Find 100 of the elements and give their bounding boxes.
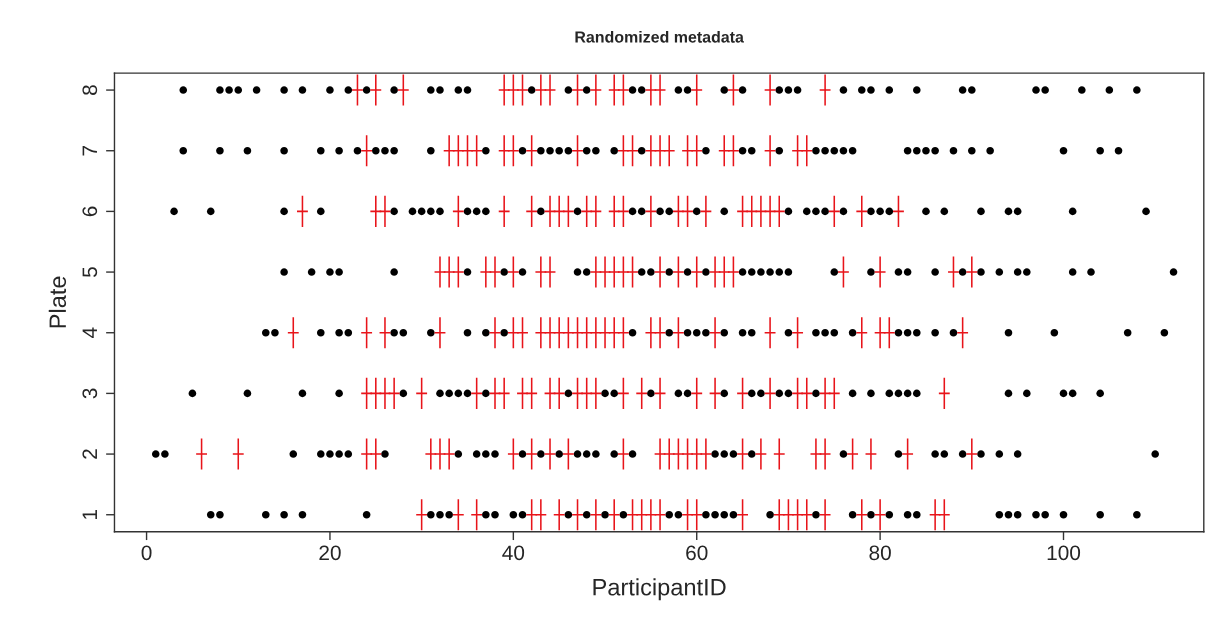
point	[427, 207, 435, 216]
point	[656, 207, 664, 216]
point	[1142, 207, 1150, 216]
point	[912, 86, 921, 94]
point	[1068, 207, 1077, 216]
point	[1013, 268, 1022, 276]
point	[1151, 450, 1159, 458]
point	[1050, 328, 1059, 337]
point	[1059, 389, 1068, 398]
point	[821, 146, 829, 155]
point	[784, 328, 793, 337]
point	[867, 268, 875, 276]
point	[482, 389, 490, 398]
point	[995, 268, 1004, 276]
point	[179, 86, 188, 94]
point	[1160, 328, 1169, 337]
point	[491, 510, 499, 519]
point	[830, 328, 839, 337]
point	[298, 510, 307, 519]
point	[216, 510, 224, 519]
point	[839, 146, 848, 155]
point	[582, 268, 591, 276]
point	[463, 207, 472, 216]
point	[839, 450, 848, 458]
point	[848, 510, 857, 519]
point	[702, 146, 710, 155]
point	[702, 328, 710, 337]
point	[170, 207, 178, 216]
point	[316, 207, 325, 216]
point	[940, 207, 949, 216]
point	[931, 450, 939, 458]
point	[298, 86, 307, 94]
point	[949, 146, 958, 155]
point	[326, 86, 334, 94]
point	[206, 207, 215, 216]
point	[711, 510, 719, 519]
point	[940, 450, 949, 458]
point	[390, 146, 398, 155]
point	[582, 450, 591, 458]
point	[1096, 146, 1104, 155]
point	[647, 268, 655, 276]
point	[381, 146, 389, 155]
point	[958, 268, 967, 276]
point	[912, 146, 921, 155]
point	[775, 389, 784, 398]
point	[757, 389, 765, 398]
point	[747, 268, 756, 276]
point	[894, 268, 903, 276]
point	[830, 268, 839, 276]
point	[390, 268, 398, 276]
point	[390, 328, 398, 337]
point	[647, 389, 655, 398]
point	[179, 146, 188, 155]
point	[1059, 510, 1068, 519]
point	[922, 207, 930, 216]
point	[867, 389, 875, 398]
point	[848, 389, 857, 398]
point	[381, 450, 389, 458]
point	[683, 328, 692, 337]
point	[848, 146, 857, 155]
point	[564, 389, 573, 398]
point	[500, 328, 508, 337]
point	[683, 86, 692, 94]
point	[766, 268, 774, 276]
point	[1114, 146, 1123, 155]
point	[830, 146, 839, 155]
point	[445, 510, 453, 519]
point	[280, 510, 288, 519]
point	[747, 450, 756, 458]
point	[702, 510, 710, 519]
point	[463, 328, 472, 337]
y-tick-label: 4	[82, 327, 97, 339]
point	[775, 86, 784, 94]
point	[1023, 268, 1031, 276]
point	[665, 207, 674, 216]
point	[885, 207, 894, 216]
point	[399, 389, 408, 398]
point	[720, 328, 729, 337]
point	[931, 268, 939, 276]
point	[592, 450, 600, 458]
point	[958, 86, 967, 94]
point	[812, 146, 820, 155]
point	[839, 86, 848, 94]
point	[188, 389, 197, 398]
point	[216, 86, 224, 94]
point	[977, 207, 985, 216]
point	[564, 510, 573, 519]
point	[775, 146, 784, 155]
point	[628, 450, 637, 458]
point	[729, 450, 738, 458]
point	[491, 450, 499, 458]
point	[848, 328, 857, 337]
point	[216, 146, 224, 155]
point	[1013, 207, 1022, 216]
point	[949, 328, 958, 337]
point	[518, 268, 527, 276]
point	[472, 450, 481, 458]
point	[436, 510, 444, 519]
point	[674, 86, 683, 94]
point	[1004, 389, 1013, 398]
